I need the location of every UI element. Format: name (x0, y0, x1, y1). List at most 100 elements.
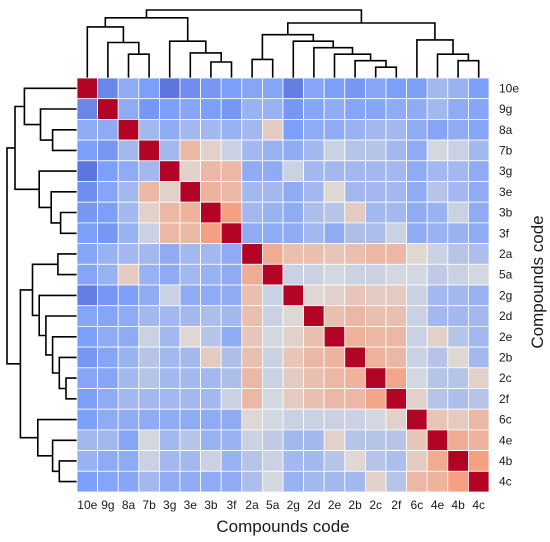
x-tick-label: 2e (328, 498, 342, 512)
y-tick-label: 10e (499, 81, 519, 95)
heatmap-cell-3g-6c (407, 161, 428, 182)
dendrogram-branch (108, 43, 139, 79)
heatmap-cell-10e-3b (201, 78, 222, 99)
heatmap-cell-6c-2d (304, 409, 325, 430)
heatmap-cell-2d-4b (448, 306, 469, 327)
heatmap-cell-2e-2f (386, 326, 407, 347)
heatmap-cell-2d-2d (304, 306, 325, 327)
dendrogram-branch (61, 213, 77, 234)
heatmap-cell-9g-3f (221, 99, 242, 120)
y-tick-label: 3f (499, 226, 510, 240)
heatmap-cell-4b-2b (345, 451, 366, 472)
heatmap-cell-4e-8a (118, 430, 139, 451)
dendrogram-branch (15, 107, 39, 190)
heatmap-cell-2b-2d (304, 347, 325, 368)
heatmap-cell-2a-7b (139, 244, 160, 265)
heatmap-cell-10e-8a (118, 78, 139, 99)
heatmap-cell-10e-4c (468, 78, 489, 99)
dendrogram-branch (129, 54, 150, 78)
heatmap-cell-9g-4b (448, 99, 469, 120)
heatmap-cell-3g-9g (98, 161, 119, 182)
heatmap-cell-3g-3e (180, 161, 201, 182)
y-tick-label: 2b (499, 350, 513, 364)
dendrogram-branch (59, 461, 77, 482)
heatmap-cell-7b-2a (242, 140, 263, 161)
heatmap-cell-4e-2g (283, 430, 304, 451)
heatmap-cell-4e-3g (159, 430, 180, 451)
heatmap-cell-3e-2b (345, 182, 366, 203)
x-tick-label: 4b (451, 498, 465, 512)
heatmap-cell-3b-10e (77, 202, 98, 223)
heatmap-cell-3e-3b (201, 182, 222, 203)
heatmap-cell-9g-3b (201, 99, 222, 120)
heatmap-cell-6c-2e (324, 409, 345, 430)
heatmap-cell-2c-10e (77, 368, 98, 389)
heatmap-cell-2g-4c (468, 285, 489, 306)
heatmap-cell-7b-10e (77, 140, 98, 161)
heatmap-cell-9g-2a (242, 99, 263, 120)
heatmap-cell-2e-4e (427, 326, 448, 347)
heatmap-cell-3g-3f (221, 161, 242, 182)
heatmap-cell-4b-4b (448, 451, 469, 472)
heatmap-cell-2f-4c (468, 389, 489, 410)
heatmap-cell-2d-8a (118, 306, 139, 327)
heatmap-cell-3e-4b (448, 182, 469, 203)
heatmap-cell-7b-2e (324, 140, 345, 161)
heatmap-cell-3e-6c (407, 182, 428, 203)
heatmap-cell-2b-8a (118, 347, 139, 368)
heatmap-cell-4e-10e (77, 430, 98, 451)
heatmap-cell-2a-2a (242, 244, 263, 265)
heatmap-cell-2c-4b (448, 368, 469, 389)
y-tick-label: 2d (499, 309, 512, 323)
heatmap-cell-6c-2g (283, 409, 304, 430)
x-tick-label: 9g (101, 498, 114, 512)
heatmap-cell-2b-2e (324, 347, 345, 368)
heatmap-cell-2c-2g (283, 368, 304, 389)
dendrogram-branch (262, 35, 313, 60)
heatmap-cell-2f-6c (407, 389, 428, 410)
dendrogram-branch (33, 264, 58, 315)
heatmap-cell-4b-2g (283, 451, 304, 472)
heatmap-cell-2e-2b (345, 326, 366, 347)
heatmap-cell-5a-6c (407, 264, 428, 285)
heatmap-cell-5a-3e (180, 264, 201, 285)
dendrogram-branch (41, 109, 78, 140)
heatmap-cell-3e-2a (242, 182, 263, 203)
heatmap-cell-2a-10e (77, 244, 98, 265)
heatmap-cell-3f-8a (118, 223, 139, 244)
x-tick-label: 4e (431, 498, 445, 512)
heatmap-cell-2g-2e (324, 285, 345, 306)
heatmap-cell-3f-10e (77, 223, 98, 244)
heatmap-cell-3f-5a (262, 223, 283, 244)
heatmap-cell-2f-5a (262, 389, 283, 410)
x-tick-label: 2f (391, 498, 402, 512)
heatmap-cell-2d-5a (262, 306, 283, 327)
heatmap-cell-5a-2e (324, 264, 345, 285)
heatmap-cell-2f-2b (345, 389, 366, 410)
heatmap-cell-8a-2a (242, 119, 263, 140)
heatmap-cell-3g-2g (283, 161, 304, 182)
heatmap-cell-3e-5a (262, 182, 283, 203)
heatmap-cell-2g-2f (386, 285, 407, 306)
heatmap-cell-4e-7b (139, 430, 160, 451)
heatmap-cell-5a-2g (283, 264, 304, 285)
y-tick-labels: 10e 9g 8a 7b 3g 3e 3b 3f 2a 5a 2g 2d 2e 2b 2c 2f 6c 4e 4b 4… (499, 81, 519, 488)
heatmap-cell-6c-10e (77, 409, 98, 430)
heatmap-cell-3e-3g (159, 182, 180, 203)
heatmap-cell-5a-8a (118, 264, 139, 285)
heatmap-cell-8a-2b (345, 119, 366, 140)
y-tick-label: 7b (499, 143, 513, 157)
heatmap-cell-2e-4c (468, 326, 489, 347)
heatmap-cell-3e-2g (283, 182, 304, 203)
heatmap-cell-8a-8a (118, 119, 139, 140)
heatmap-cell-2e-3f (221, 326, 242, 347)
heatmap-cell-2b-10e (77, 347, 98, 368)
heatmap-cell-3b-2c (365, 202, 386, 223)
heatmap-cell-4b-3b (201, 451, 222, 472)
heatmap-cell-2c-5a (262, 368, 283, 389)
heatmap-cell-4c-2e (324, 471, 345, 492)
heatmap-cell-2d-7b (139, 306, 160, 327)
heatmap-cell-4c-6c (407, 471, 428, 492)
heatmap-cell-6c-3e (180, 409, 201, 430)
heatmap-cell-10e-3f (221, 78, 242, 99)
